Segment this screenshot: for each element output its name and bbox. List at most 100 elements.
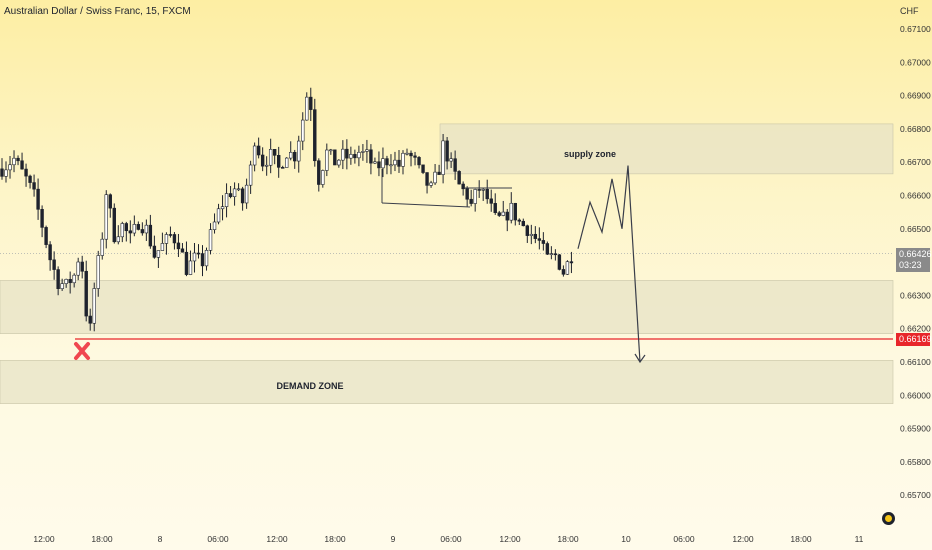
candle-body [104, 194, 108, 240]
y-tick-label: 0.66800 [900, 124, 931, 134]
candle-body [545, 243, 550, 255]
x-tick-label: 06:00 [440, 534, 462, 544]
candle-body [521, 220, 526, 227]
candle-body [557, 254, 562, 270]
y-tick-label: 0.66200 [900, 324, 931, 334]
candle-body [204, 250, 209, 267]
candle-body [361, 151, 365, 153]
candle-body [537, 238, 542, 241]
candle-body [505, 211, 509, 221]
candle-body [341, 148, 345, 161]
candle-body [289, 152, 293, 159]
x-tick-label: 10 [621, 534, 631, 544]
candle-body [136, 224, 141, 230]
candle-body [24, 168, 28, 177]
candle-body [140, 229, 145, 234]
candle-body [409, 152, 413, 157]
candle-body [513, 202, 517, 221]
candle-body [313, 109, 317, 162]
candle-body [260, 154, 265, 167]
supply-zone-label: supply zone [564, 149, 616, 159]
candle-body [533, 233, 538, 239]
candle-body [192, 252, 197, 262]
candle-body [120, 223, 125, 238]
candle-body [497, 212, 501, 216]
candle-body [84, 270, 88, 317]
x-tick-label: 06:00 [207, 534, 229, 544]
candle-body [321, 170, 325, 185]
candle-body [224, 193, 229, 207]
candle-body [272, 149, 277, 156]
candle-body [329, 149, 333, 152]
candle-body [553, 253, 558, 256]
candle-body [489, 198, 493, 204]
candle-body [232, 188, 237, 197]
candle-body [525, 225, 530, 236]
candle-body [385, 158, 389, 166]
candle-body [16, 157, 20, 162]
x-tick-label: 06:00 [673, 534, 695, 544]
y-tick-label: 0.65700 [900, 490, 931, 500]
candle-body [72, 274, 76, 284]
y-tick-label: 0.66500 [900, 224, 931, 234]
candle-body [465, 188, 469, 200]
candle-body [369, 149, 373, 164]
candle-body [264, 164, 269, 167]
candle-body [569, 261, 574, 264]
tradingview-logo-icon[interactable] [882, 512, 895, 525]
candle-body [393, 159, 397, 166]
candle-body [52, 259, 56, 270]
candle-body [381, 158, 385, 169]
x-tick-label: 12:00 [499, 534, 521, 544]
candle-body [280, 167, 285, 169]
candle-body [353, 154, 357, 159]
demand-zone-label: DEMAND ZONE [277, 381, 344, 391]
candle-body [317, 160, 321, 185]
candle-body [413, 155, 417, 158]
candle-body [36, 188, 40, 210]
candle-body [276, 155, 281, 168]
candle-body [112, 207, 116, 243]
candle-body [12, 157, 16, 166]
candle-body [477, 189, 481, 191]
candle-body [421, 164, 425, 173]
candle-body [373, 161, 377, 164]
candle-body [417, 157, 421, 166]
candle-body [493, 203, 497, 213]
zone-rect [0, 360, 894, 404]
x-tick-label: 18:00 [324, 534, 346, 544]
candle-body [285, 157, 289, 168]
y-tick-label: 0.65800 [900, 457, 931, 467]
candle-body [441, 140, 445, 175]
candle-body [152, 245, 157, 258]
candle-body [200, 253, 205, 267]
candle-body [40, 209, 44, 228]
projection-path [577, 165, 641, 363]
candle-body [156, 250, 161, 258]
candle-body [457, 171, 461, 185]
drawn-line [381, 202, 471, 208]
candle-body [429, 182, 433, 186]
candle-body [80, 261, 84, 272]
candle-body [76, 261, 80, 276]
candle-body [116, 236, 120, 243]
x-tick-label: 18:00 [557, 534, 579, 544]
y-tick-label: 0.66100 [900, 357, 931, 367]
candle-body [96, 255, 100, 289]
y-tick-label: 0.67100 [900, 24, 931, 34]
y-tick-label: 0.66300 [900, 290, 931, 300]
candle-body [88, 315, 92, 324]
candle-countdown: 03:23 [899, 260, 922, 270]
candle-body [517, 219, 521, 222]
candle-body [549, 253, 554, 256]
candle-body [509, 202, 513, 221]
candle-body [196, 252, 201, 255]
candle-body [240, 188, 245, 204]
candle-body [377, 161, 381, 169]
candle-body [325, 149, 329, 171]
candle-body [4, 169, 8, 177]
candle-body [337, 159, 341, 166]
x-tick-label: 18:00 [790, 534, 812, 544]
